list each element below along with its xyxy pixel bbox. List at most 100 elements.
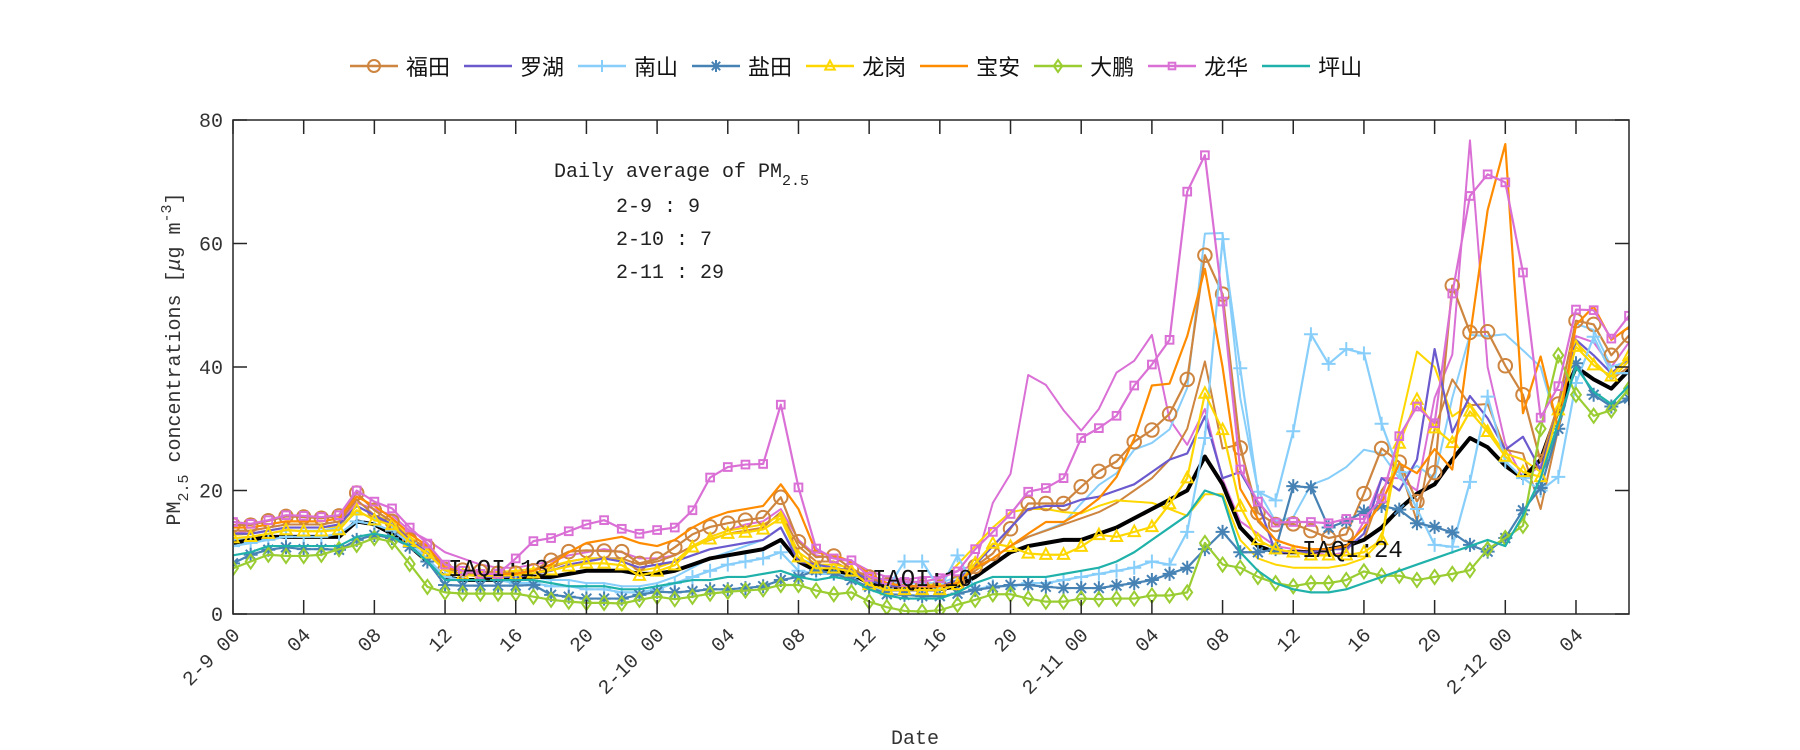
data-point-marker xyxy=(703,563,718,578)
data-point-marker xyxy=(491,584,505,603)
data-point-marker xyxy=(687,505,698,516)
data-point-marker xyxy=(633,591,646,609)
data-point-marker xyxy=(1586,356,1601,371)
data-point-marker xyxy=(828,553,839,564)
data-point-marker xyxy=(387,503,397,514)
data-point-marker xyxy=(703,582,718,597)
data-point-marker xyxy=(420,545,435,559)
data-point-marker xyxy=(262,545,275,564)
data-point-marker xyxy=(1179,371,1195,388)
data-point-marker xyxy=(1058,473,1069,483)
data-point-marker xyxy=(1127,560,1142,575)
data-point-marker xyxy=(1445,525,1460,540)
data-point-marker xyxy=(1515,503,1530,518)
x-axis-label: Date xyxy=(891,728,939,750)
data-point-marker xyxy=(740,459,751,470)
data-point-marker xyxy=(1250,545,1265,560)
data-point-marker xyxy=(1551,469,1566,484)
data-point-marker xyxy=(950,548,965,563)
daily-average-value: 2-11 : 29 xyxy=(616,262,724,285)
data-point-marker xyxy=(1622,366,1629,381)
data-point-marker xyxy=(614,556,630,571)
legend-label: 坪山 xyxy=(1318,56,1363,81)
data-point-marker xyxy=(1286,424,1301,439)
legend-marker-icon xyxy=(710,60,723,72)
data-point-marker xyxy=(1587,407,1600,425)
data-point-marker xyxy=(616,523,627,534)
legend-swatch-icon xyxy=(1034,58,1083,74)
data-point-marker xyxy=(1197,385,1213,399)
data-point-marker xyxy=(1568,356,1583,371)
data-point-marker xyxy=(546,533,556,543)
daily-average-title-sub: 2.5 xyxy=(782,173,809,190)
data-point-marker xyxy=(844,562,859,577)
data-point-marker xyxy=(457,565,468,576)
data-point-marker xyxy=(233,559,240,578)
legend-label: 罗湖 xyxy=(520,56,565,81)
series-福田 xyxy=(233,247,1629,595)
data-point-marker xyxy=(1251,568,1265,586)
data-point-marker xyxy=(917,577,928,587)
legend-marker-icon xyxy=(367,59,381,73)
data-point-marker xyxy=(898,602,911,614)
data-point-marker xyxy=(1286,479,1301,494)
data-point-marker xyxy=(1250,531,1266,546)
data-point-marker xyxy=(1127,576,1142,591)
data-point-marker xyxy=(1020,545,1036,559)
data-point-marker xyxy=(233,529,241,544)
legend-swatch-icon xyxy=(1148,61,1197,71)
x-tick-label: 08 xyxy=(778,625,811,658)
data-point-marker xyxy=(773,489,789,506)
data-point-marker xyxy=(1003,538,1018,552)
iaqi-label: IAQI:10 xyxy=(872,567,973,594)
data-point-marker xyxy=(897,554,912,569)
data-point-marker xyxy=(1109,563,1124,578)
legend-label: 宝安 xyxy=(976,56,1021,81)
legend-item-龙华: 龙华 xyxy=(1148,50,1248,82)
data-point-marker xyxy=(1571,304,1581,315)
data-point-marker xyxy=(1603,347,1620,364)
data-point-marker xyxy=(1073,479,1089,495)
data-point-marker xyxy=(1181,583,1194,602)
data-point-marker xyxy=(1622,379,1629,398)
data-point-marker xyxy=(526,577,541,592)
iaqi-label: IAQI:13 xyxy=(448,557,549,584)
data-point-marker xyxy=(1285,543,1301,558)
legend-label: 南山 xyxy=(634,56,679,81)
data-point-marker xyxy=(951,595,964,614)
legend: 福田 罗湖 南山 盐田 龙岗 宝安 大鹏 龙华 坪山 xyxy=(350,46,1376,86)
data-point-marker xyxy=(1235,464,1246,475)
data-point-marker xyxy=(1322,574,1335,592)
data-point-marker xyxy=(1162,566,1177,581)
plot-area xyxy=(233,139,1629,614)
data-point-marker xyxy=(1144,518,1160,533)
data-point-marker xyxy=(1215,524,1230,539)
x-tick-label: 2-9 00 xyxy=(179,625,246,692)
data-point-marker xyxy=(1233,361,1248,376)
data-point-marker xyxy=(596,554,612,569)
legend-label: 盐田 xyxy=(748,56,793,81)
daily-average-value: 2-9 : 9 xyxy=(616,196,700,219)
data-point-marker xyxy=(1073,538,1089,552)
data-point-marker xyxy=(1147,359,1157,370)
data-point-marker xyxy=(1375,566,1388,585)
data-point-marker xyxy=(1163,586,1176,605)
data-point-marker xyxy=(1426,464,1443,481)
data-point-marker xyxy=(809,563,824,578)
data-point-marker xyxy=(528,536,539,546)
data-point-marker xyxy=(1126,523,1142,538)
data-point-marker xyxy=(810,581,823,600)
data-point-marker xyxy=(1306,517,1316,527)
data-point-marker xyxy=(1285,516,1302,532)
data-point-marker xyxy=(1447,288,1458,299)
y-axis-label-part: μ xyxy=(164,258,187,271)
y-tick-label: 80 xyxy=(199,111,223,134)
data-point-marker xyxy=(632,567,647,581)
data-point-marker xyxy=(1268,540,1283,555)
data-point-marker xyxy=(1303,327,1318,342)
data-point-marker xyxy=(440,559,450,570)
data-point-marker xyxy=(775,399,786,410)
daily-average-title: Daily average of PM2.5 xyxy=(554,161,809,190)
data-point-marker xyxy=(1005,509,1016,519)
